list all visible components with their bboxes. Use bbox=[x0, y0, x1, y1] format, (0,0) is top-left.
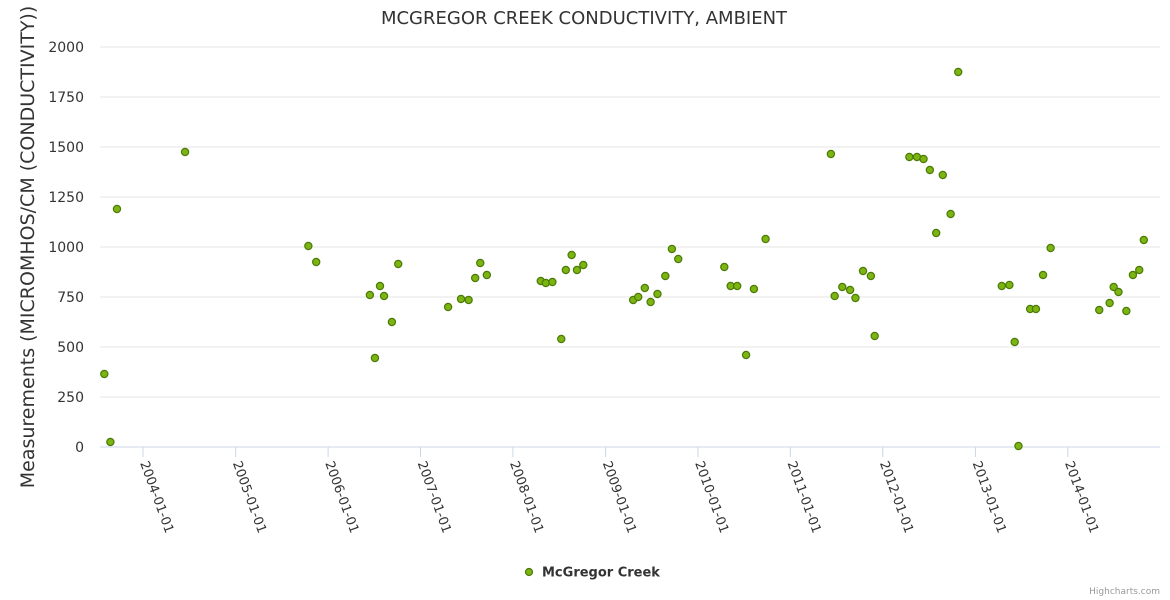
data-point[interactable] bbox=[851, 293, 860, 303]
y-tick-label: 1000 bbox=[48, 240, 84, 256]
data-point[interactable] bbox=[561, 265, 571, 275]
data-point[interactable] bbox=[1014, 441, 1023, 451]
data-point[interactable] bbox=[640, 283, 650, 293]
data-point[interactable] bbox=[946, 209, 955, 219]
data-point[interactable] bbox=[470, 273, 480, 283]
data-point[interactable] bbox=[456, 294, 466, 304]
data-point[interactable] bbox=[741, 350, 751, 360]
legend-item-label[interactable]: McGregor Creek bbox=[542, 566, 660, 581]
x-tick-label: 2009-01-01 bbox=[599, 459, 639, 535]
data-point[interactable] bbox=[661, 271, 670, 281]
x-tick-label: 2008-01-01 bbox=[506, 459, 546, 535]
data-point[interactable] bbox=[826, 149, 836, 159]
data-point[interactable] bbox=[653, 289, 662, 299]
data-point[interactable] bbox=[1010, 337, 1019, 347]
data-point[interactable] bbox=[1122, 306, 1131, 316]
data-point[interactable] bbox=[674, 254, 683, 264]
data-point[interactable] bbox=[1031, 304, 1041, 314]
y-tick-label: 250 bbox=[57, 390, 84, 406]
grid-lines bbox=[100, 46, 1160, 448]
data-point[interactable] bbox=[997, 281, 1006, 291]
data-point[interactable] bbox=[370, 353, 380, 363]
y-tick-label: 1250 bbox=[48, 190, 84, 206]
data-point[interactable] bbox=[106, 437, 115, 447]
x-tick-label: 2012-01-01 bbox=[876, 459, 916, 535]
data-point[interactable] bbox=[312, 257, 321, 267]
data-point[interactable] bbox=[572, 265, 582, 275]
data-point[interactable] bbox=[375, 281, 385, 291]
data-point[interactable] bbox=[304, 241, 313, 251]
x-tick-label: 2004-01-01 bbox=[136, 459, 176, 535]
y-tick-label: 1500 bbox=[48, 140, 84, 156]
data-point[interactable] bbox=[870, 331, 879, 341]
data-point[interactable] bbox=[919, 154, 928, 164]
data-point[interactable] bbox=[830, 291, 839, 301]
data-point[interactable] bbox=[1105, 298, 1114, 308]
data-point[interactable] bbox=[954, 67, 963, 77]
credits-link[interactable]: Highcharts.com bbox=[1089, 587, 1160, 597]
data-point[interactable] bbox=[749, 284, 759, 294]
data-point[interactable] bbox=[761, 234, 770, 244]
data-point[interactable] bbox=[1095, 305, 1104, 315]
y-axis-ticks: 0 250 500 750 1000 1250 1500 1750 2000 bbox=[48, 40, 84, 456]
x-axis-ticks: 2004-01-01 2005-01-01 2006-01-01 2007-01-01… bbox=[136, 447, 1101, 535]
y-tick-label: 0 bbox=[75, 440, 84, 456]
legend[interactable]: McGregor Creek bbox=[524, 566, 661, 581]
x-tick-label: 2005-01-01 bbox=[229, 459, 269, 535]
data-point[interactable] bbox=[379, 291, 389, 301]
data-point[interactable] bbox=[634, 292, 643, 302]
data-point[interactable] bbox=[932, 228, 941, 238]
data-point[interactable] bbox=[938, 170, 947, 180]
data-point[interactable] bbox=[387, 317, 397, 327]
x-tick-label: 2007-01-01 bbox=[414, 459, 454, 535]
x-tick-label: 2014-01-01 bbox=[1061, 459, 1101, 535]
y-tick-label: 750 bbox=[57, 290, 84, 306]
data-point[interactable] bbox=[548, 277, 557, 287]
y-tick-label: 500 bbox=[57, 340, 84, 356]
data-point[interactable] bbox=[557, 334, 566, 344]
x-tick-label: 2013-01-01 bbox=[969, 459, 1009, 535]
data-point[interactable] bbox=[394, 259, 403, 269]
data-point[interactable] bbox=[100, 369, 109, 379]
data-point[interactable] bbox=[567, 250, 576, 260]
data-point[interactable] bbox=[646, 297, 655, 307]
y-tick-label: 1750 bbox=[48, 90, 84, 106]
data-point[interactable] bbox=[925, 165, 935, 175]
data-point[interactable] bbox=[845, 285, 855, 295]
data-point[interactable] bbox=[866, 271, 876, 281]
data-point[interactable] bbox=[1128, 270, 1138, 280]
data-point[interactable] bbox=[733, 281, 742, 291]
data-point[interactable] bbox=[180, 147, 190, 157]
y-axis-label: Measurements (MICROMHOS/CM (CONDUCTIVITY… bbox=[17, 6, 39, 489]
data-point[interactable] bbox=[838, 282, 847, 292]
data-point[interactable] bbox=[905, 152, 914, 162]
data-point[interactable] bbox=[1135, 265, 1144, 275]
data-point[interactable] bbox=[1139, 235, 1148, 245]
data-points bbox=[100, 67, 1148, 451]
data-point[interactable] bbox=[1109, 282, 1118, 292]
x-tick-label: 2011-01-01 bbox=[784, 459, 824, 535]
data-point[interactable] bbox=[720, 262, 729, 272]
y-tick-label: 2000 bbox=[48, 40, 84, 56]
data-point[interactable] bbox=[858, 266, 868, 276]
data-point[interactable] bbox=[365, 290, 375, 300]
chart-title: MCGREGOR CREEK CONDUCTIVITY, AMBIENT bbox=[381, 8, 788, 29]
data-point[interactable] bbox=[1046, 243, 1055, 253]
data-point[interactable] bbox=[482, 270, 492, 280]
data-point[interactable] bbox=[1005, 280, 1014, 290]
data-point[interactable] bbox=[112, 204, 122, 214]
x-tick-label: 2010-01-01 bbox=[691, 459, 731, 535]
x-tick-label: 2006-01-01 bbox=[321, 459, 361, 535]
data-point[interactable] bbox=[476, 258, 485, 268]
data-point[interactable] bbox=[667, 244, 677, 254]
data-point[interactable] bbox=[443, 302, 453, 312]
data-point[interactable] bbox=[464, 295, 473, 305]
legend-marker bbox=[524, 567, 534, 577]
data-point[interactable] bbox=[579, 260, 588, 270]
data-point[interactable] bbox=[1038, 270, 1048, 280]
data-point[interactable] bbox=[1114, 287, 1123, 297]
